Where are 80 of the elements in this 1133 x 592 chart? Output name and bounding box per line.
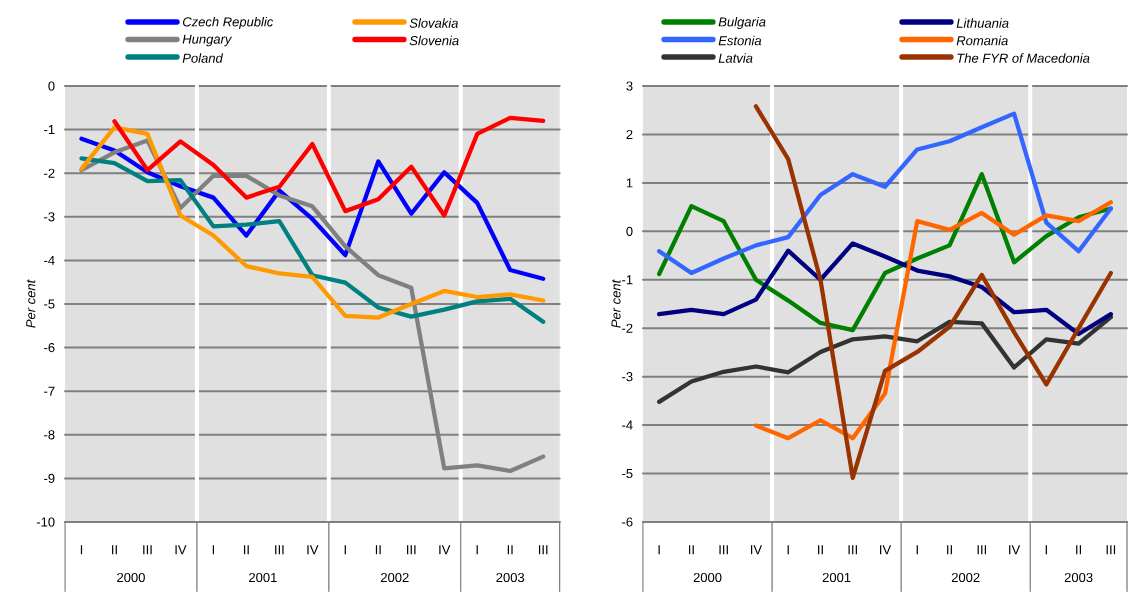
x-tick-label: II xyxy=(112,545,117,555)
legend-label: Bulgaria xyxy=(718,16,766,30)
y-tick-label: -2 xyxy=(44,168,55,178)
line-series xyxy=(657,241,1113,337)
legend-label: Estonia xyxy=(718,35,762,46)
x-tick-label: II xyxy=(1076,545,1082,555)
legend-label: Slovenia xyxy=(409,35,459,46)
x-tick-label: I xyxy=(1045,545,1047,555)
x-tick-label: III xyxy=(143,545,152,555)
x-tick-label: I xyxy=(658,545,660,555)
text: 2002 xyxy=(951,572,980,583)
x-tick-label: I xyxy=(787,545,789,555)
x-tick-label: II xyxy=(688,545,694,555)
y-axis-title: Per cent xyxy=(611,279,621,328)
text: 2002 xyxy=(380,572,409,583)
x-tick-label: III xyxy=(848,545,857,555)
y-tick-label: -5 xyxy=(44,299,55,309)
legend-label: Lithuania xyxy=(956,18,1009,28)
y-tick-label: -5 xyxy=(622,469,633,479)
x-tick-label: I xyxy=(212,545,215,555)
y-axis-title: Per cent xyxy=(26,279,36,328)
text: 2001 xyxy=(249,572,277,583)
x-tick-label: II xyxy=(818,545,823,555)
text: 2001 xyxy=(822,572,851,583)
text: 2003 xyxy=(496,572,525,583)
y-tick-label: -4 xyxy=(622,420,633,430)
line-series xyxy=(657,111,1113,276)
legend-label: Slovakia xyxy=(409,18,458,28)
y-tick-label: 3 xyxy=(626,81,633,91)
x-tick-label: I xyxy=(916,545,918,555)
x-tick-label: IV xyxy=(439,545,451,555)
x-tick-label: II xyxy=(507,545,513,555)
x-tick-label: IV xyxy=(880,545,892,555)
x-tick-label: III xyxy=(1106,545,1116,555)
x-tick-label: III xyxy=(407,545,416,555)
y-tick-label: -4 xyxy=(44,255,55,265)
x-tick-label: III xyxy=(719,545,728,555)
y-tick-label: -9 xyxy=(44,473,55,483)
x-tick-label: II xyxy=(243,545,249,555)
text: 2000 xyxy=(693,572,722,583)
legend-label: Poland xyxy=(182,53,224,63)
y-tick-label: 2 xyxy=(626,129,633,139)
text: 2003 xyxy=(1064,572,1093,583)
y-tick-label: -6 xyxy=(44,342,55,353)
y-tick-label: -6 xyxy=(622,517,633,527)
legend-label: Czech Republic xyxy=(182,16,274,30)
x-tick-label: III xyxy=(977,545,987,555)
x-tick-label: IV xyxy=(175,545,187,555)
legend-label: Latvia xyxy=(718,53,753,63)
legend-label: Hungary xyxy=(182,34,233,47)
y-tick-label: -2 xyxy=(622,323,633,333)
y-tick-label: -3 xyxy=(622,372,633,382)
x-tick-label: IV xyxy=(750,545,763,555)
line-series xyxy=(657,314,1113,404)
x-tick-label: I xyxy=(344,545,346,555)
x-tick-label: I xyxy=(80,545,83,555)
x-tick-label: III xyxy=(538,545,548,555)
x-tick-label: I xyxy=(476,545,478,555)
y-tick-label: -1 xyxy=(622,275,633,285)
legend-label: The FYR of Macedonia xyxy=(957,53,1090,63)
text: 2000 xyxy=(117,572,145,583)
x-tick-label: IV xyxy=(1009,545,1021,555)
y-tick-label: -7 xyxy=(44,386,55,396)
y-tick-label: -1 xyxy=(44,125,55,135)
x-tick-label: III xyxy=(275,545,284,555)
x-tick-label: II xyxy=(375,545,381,555)
y-tick-label: 0 xyxy=(626,226,633,236)
line-series xyxy=(79,125,546,320)
y-tick-label: 0 xyxy=(48,81,55,91)
y-tick-label: 1 xyxy=(626,178,633,188)
line-series xyxy=(753,104,1113,481)
y-tick-label: -3 xyxy=(44,212,55,222)
x-tick-label: IV xyxy=(307,545,319,555)
line-series xyxy=(112,115,546,218)
y-tick-label: -8 xyxy=(44,430,55,440)
x-tick-label: II xyxy=(947,545,952,555)
y-tick-label: -10 xyxy=(36,517,55,527)
line-series xyxy=(79,156,546,325)
legend-label: Romania xyxy=(956,35,1008,46)
line-series xyxy=(753,200,1113,441)
